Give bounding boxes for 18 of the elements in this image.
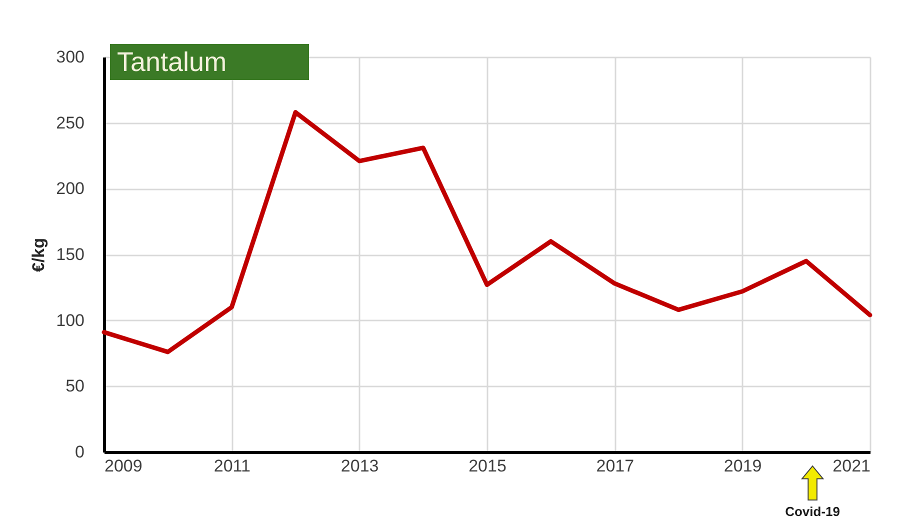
x-tick-label: 2015 bbox=[468, 456, 506, 476]
x-tick-label: 2017 bbox=[596, 456, 634, 476]
x-tick-label: 2009 bbox=[104, 456, 142, 476]
y-axis-title: €/kg bbox=[29, 238, 48, 272]
y-tick-label: 200 bbox=[56, 179, 84, 198]
y-tick-label: 150 bbox=[56, 245, 84, 264]
x-tick-label: 2013 bbox=[340, 456, 379, 476]
x-tick-label: 2021 bbox=[832, 456, 870, 476]
y-tick-label: 250 bbox=[56, 113, 84, 132]
y-tick-label: 100 bbox=[56, 310, 84, 330]
x-tick-label: 2011 bbox=[214, 456, 250, 476]
y-tick-label: 300 bbox=[56, 48, 84, 66]
y-tick-label: 50 bbox=[66, 376, 84, 396]
chart-title: Tantalum bbox=[117, 47, 227, 77]
line-series bbox=[102, 110, 872, 354]
text: Covid-19 bbox=[785, 504, 840, 519]
y-tick-label: 0 bbox=[75, 442, 84, 462]
x-tick-label: 2019 bbox=[724, 456, 762, 476]
